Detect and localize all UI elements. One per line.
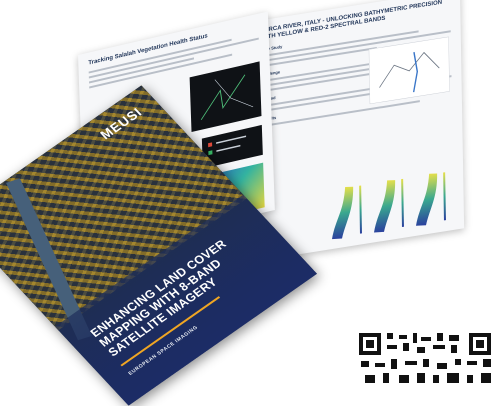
qr-code <box>357 331 497 383</box>
legend-figure <box>201 124 263 169</box>
right-inner-page: SARCA RIVER, ITALY - UNLOCKING BATHYMETR… <box>250 0 465 262</box>
dark-map-figure <box>189 61 262 133</box>
bathymetry-results <box>332 172 446 240</box>
left-inner-page: Tracking Salalah Vegetation Health Statu… <box>78 11 275 254</box>
location-map <box>368 36 450 105</box>
